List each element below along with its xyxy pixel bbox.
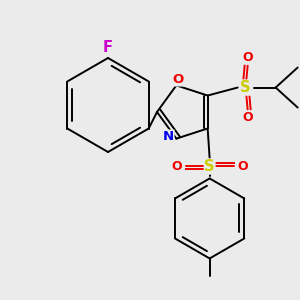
- Text: O: O: [171, 160, 182, 173]
- Text: O: O: [237, 160, 248, 173]
- Text: O: O: [242, 51, 253, 64]
- Text: S: S: [204, 159, 215, 174]
- Text: O: O: [173, 73, 184, 86]
- Text: F: F: [103, 40, 113, 56]
- Text: O: O: [242, 111, 253, 124]
- Text: S: S: [240, 80, 251, 95]
- Text: N: N: [163, 130, 174, 143]
